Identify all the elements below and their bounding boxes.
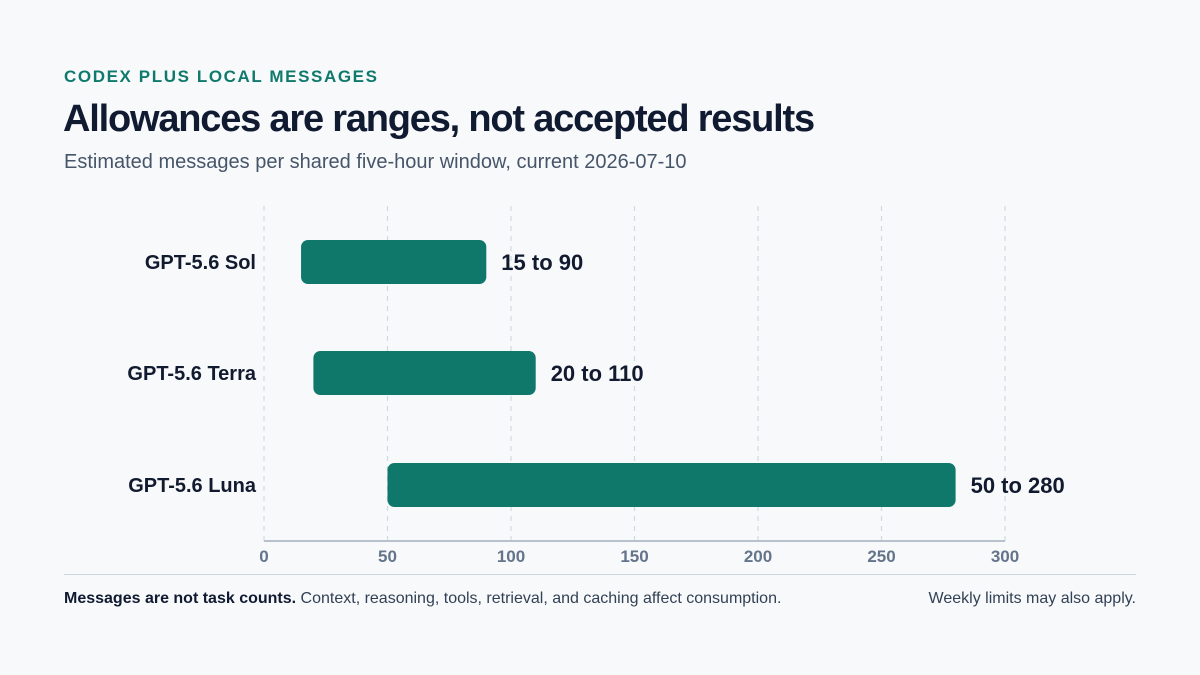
x-tick-label: 100: [497, 547, 525, 566]
chart-eyebrow: CODEX PLUS LOCAL MESSAGES: [64, 67, 379, 86]
footnote-detail: Context, reasoning, tools, retrieval, an…: [300, 590, 782, 607]
range-bar: [387, 463, 956, 507]
category-label: GPT-5.6 Terra: [127, 363, 256, 385]
x-tick-label: 250: [867, 547, 895, 566]
data-label: 15 to 90: [501, 250, 583, 275]
x-tick-label: 0: [259, 547, 268, 566]
chart-title: Allowances are ranges, not accepted resu…: [63, 98, 815, 140]
label-layer: GPT-5.6 Sol 15 to 90 GPT-5.6 Terra 20 to 11…: [127, 250, 1064, 498]
x-tick-label: 150: [620, 547, 648, 566]
x-tick-label: 300: [991, 547, 1019, 566]
data-label: 20 to 110: [551, 361, 644, 386]
category-label: GPT-5.6 Sol: [145, 252, 256, 274]
footnote-weekly-limits: Weekly limits may also apply.: [928, 590, 1136, 607]
footer-divider: [64, 574, 1136, 575]
category-label: GPT-5.6 Luna: [128, 475, 257, 497]
chart-subtitle: Estimated messages per shared five-hour …: [64, 151, 687, 173]
data-label: 50 to 280: [971, 473, 1065, 498]
range-bar: [301, 240, 487, 284]
axis-layer: 0 50 100 150 200 250 300: [259, 540, 1019, 566]
x-tick-label: 50: [378, 547, 397, 566]
bar-layer: [301, 240, 956, 507]
footnote: Messages are not task counts. Context, r…: [64, 590, 781, 608]
range-bar: [313, 351, 536, 395]
x-tick-label: 200: [744, 547, 772, 566]
footnote-emphasis: Messages are not task counts.: [64, 590, 297, 607]
